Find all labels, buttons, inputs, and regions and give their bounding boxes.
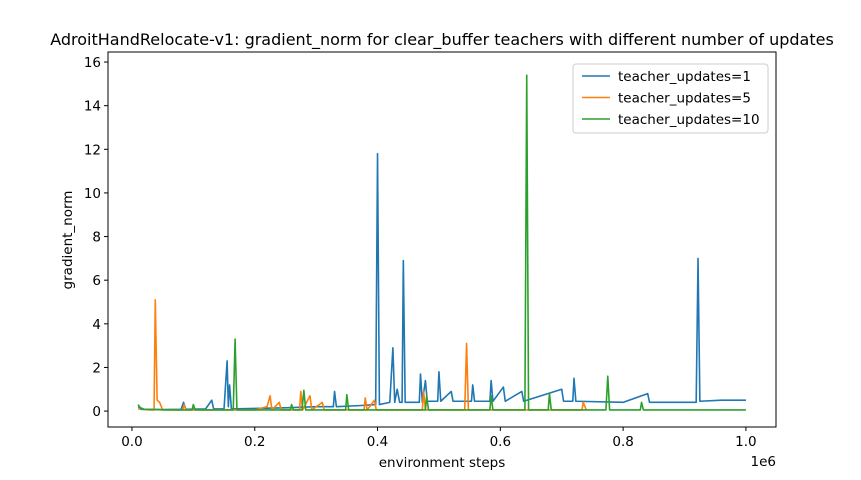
axes-frame	[107, 51, 777, 428]
legend-label: teacher_updates=10	[618, 112, 760, 128]
y-tick-label: 6	[92, 273, 101, 289]
y-tick-label: 0	[92, 404, 101, 420]
x-tick-label: 0.4	[367, 434, 388, 450]
y-tick-label: 16	[84, 55, 101, 71]
legend-box	[572, 63, 769, 134]
x-tick-label: 0.6	[490, 434, 511, 450]
x-offset-label: 1e6	[751, 454, 776, 470]
y-tick-label: 8	[92, 230, 101, 246]
y-tick-label: 10	[84, 186, 101, 202]
y-tick-label: 12	[84, 142, 101, 158]
series-line	[137, 152, 746, 411]
x-tick-label: 0.2	[244, 434, 265, 450]
x-tick-label: 0.8	[612, 434, 633, 450]
legend: teacher_updates=1 teacher_updates=5teache…	[572, 63, 769, 134]
legend-label: teacher_updates=1	[618, 69, 751, 85]
y-axis-label: gradient_norm	[60, 191, 76, 290]
series-line	[137, 74, 746, 411]
chart-title: AdroitHandRelocate-v1: gradient_norm for…	[50, 30, 834, 50]
y-tick-label: 2	[92, 360, 101, 376]
x-axis-label: environment steps	[379, 455, 506, 471]
y-tick-label: 4	[92, 317, 101, 333]
y-tick-label: 14	[84, 99, 101, 115]
plot-area	[137, 74, 746, 411]
x-tick-label: 0.0	[121, 434, 142, 450]
legend-label: teacher_updates=5	[618, 91, 751, 107]
x-tick-label: 1.0	[735, 434, 756, 450]
